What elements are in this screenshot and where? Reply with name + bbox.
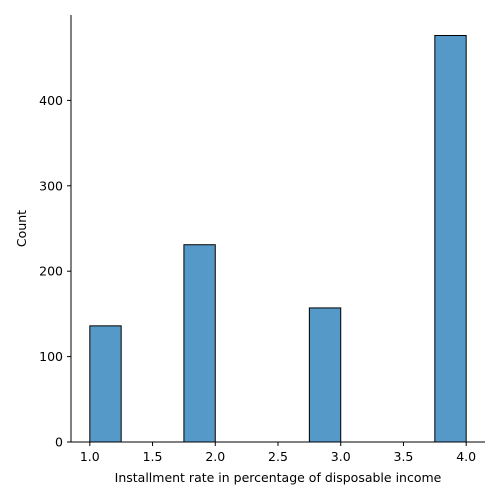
x-axis-label: Installment rate in percentage of dispos… bbox=[115, 470, 442, 485]
x-tick-label: 3.5 bbox=[394, 449, 414, 464]
bar-1 bbox=[89, 325, 122, 443]
bars-layer bbox=[89, 34, 467, 443]
x-tick-label: 2.0 bbox=[205, 449, 225, 464]
x-tick-label: 1.0 bbox=[80, 449, 100, 464]
x-tick-label: 3.0 bbox=[331, 449, 351, 464]
bar-3 bbox=[308, 307, 342, 443]
x-tick-label: 4.0 bbox=[456, 449, 476, 464]
y-tick-label: 200 bbox=[39, 264, 63, 279]
bar-4 bbox=[434, 34, 467, 443]
y-tick-label: 0 bbox=[55, 435, 63, 450]
y-tick-label: 400 bbox=[39, 93, 63, 108]
y-tick-label: 300 bbox=[39, 178, 63, 193]
x-tick-label: 1.5 bbox=[143, 449, 163, 464]
bar-2 bbox=[183, 244, 216, 443]
y-axis-label: Count bbox=[14, 210, 29, 247]
x-ticks: 1.0 1.5 2.0 2.5 3.0 3.5 4.0 bbox=[80, 442, 476, 464]
y-ticks: 0 100 200 300 400 bbox=[39, 93, 71, 450]
y-tick-label: 100 bbox=[39, 349, 63, 364]
x-tick-label: 2.5 bbox=[268, 449, 288, 464]
